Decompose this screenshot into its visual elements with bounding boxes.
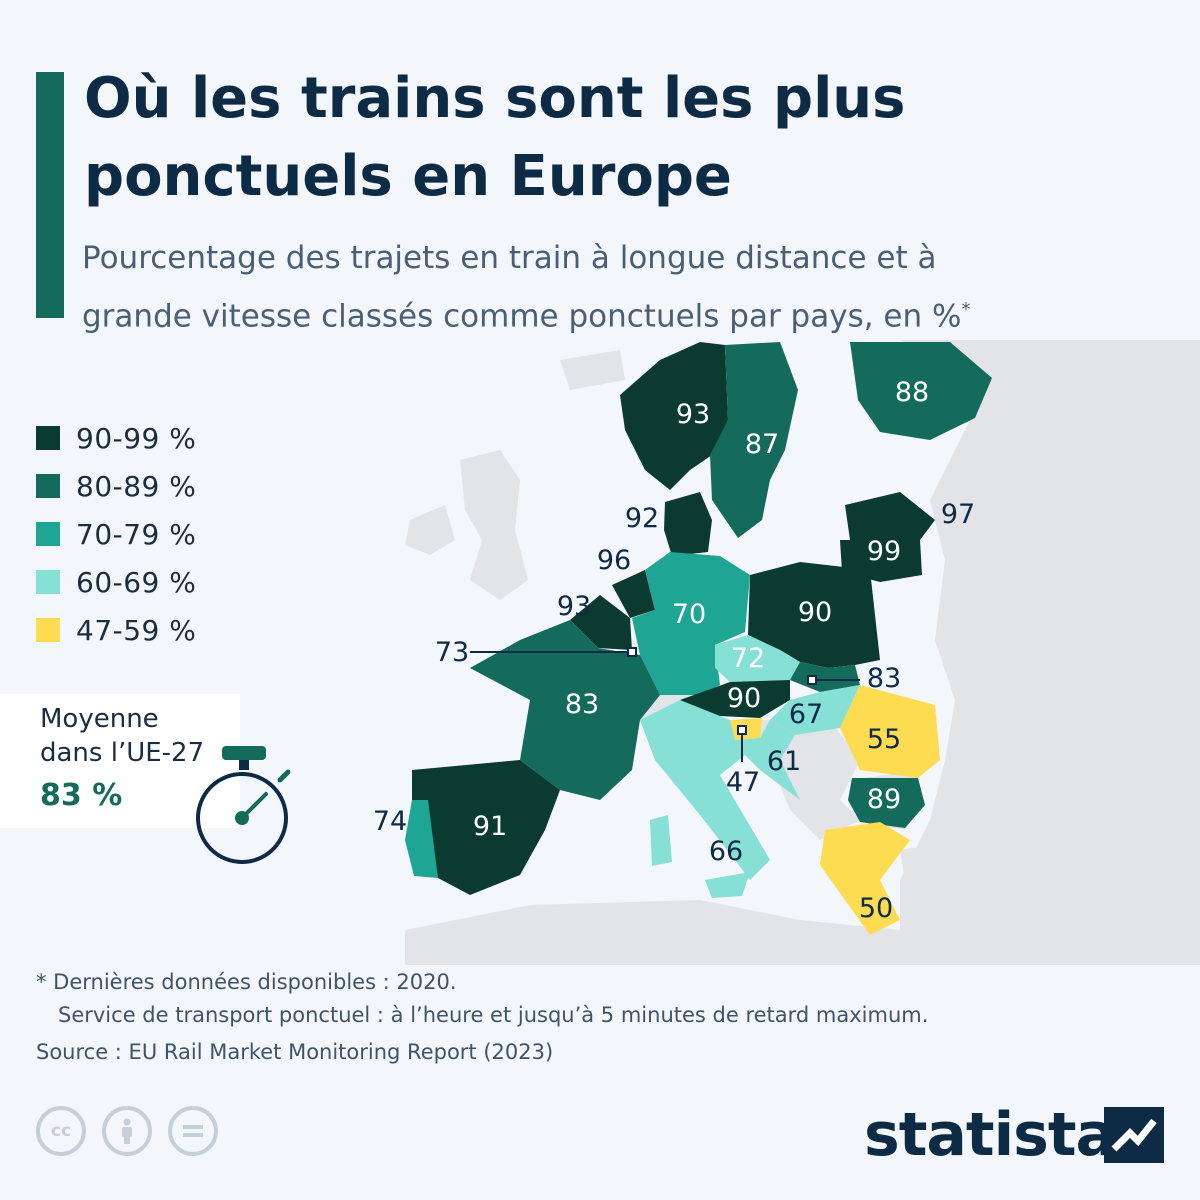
callout-lines	[470, 647, 860, 762]
italy-shape	[640, 700, 770, 880]
croatia-shape	[735, 720, 800, 800]
eu-average-label-line-1: Moyenne	[40, 704, 159, 734]
legend: 90-99 % 80-89 % 70-79 % 60-69 % 47-59 %	[36, 414, 196, 654]
legend-item-70-79: 70-79 %	[36, 510, 196, 558]
netherlands-shape	[612, 570, 655, 618]
sardinia-shape	[650, 815, 672, 866]
eu-average-label: Moyenne dans l’UE-27	[40, 702, 230, 770]
legend-label: 47-59 %	[76, 613, 197, 647]
stopwatch-icon	[196, 746, 291, 864]
subtitle-line-2: grande vitesse classés comme ponctuels p…	[82, 298, 962, 335]
legend-swatch	[36, 522, 60, 546]
title-accent-bar	[36, 72, 64, 318]
bulgaria-value: 89	[867, 784, 901, 815]
statista-logo-icon[interactable]	[1104, 1107, 1164, 1163]
value-labels: 93 87 88 92 97 99 96 93 73 70 90 72 83 9…	[373, 377, 975, 924]
greece-value: 50	[859, 893, 893, 924]
legend-swatch	[36, 426, 60, 450]
legend-label: 90-99 %	[76, 421, 197, 455]
denmark-shape	[664, 492, 712, 556]
legend-item-80-89: 80-89 %	[36, 462, 196, 510]
legend-label: 60-69 %	[76, 565, 197, 599]
subtitle-footnote-mark: *	[961, 299, 971, 320]
legend-item-60-69: 60-69 %	[36, 558, 196, 606]
belgium-value: 93	[557, 591, 591, 622]
eu-average-label-line-2: dans l’UE-27	[40, 738, 205, 768]
legend-label: 70-79 %	[76, 517, 197, 551]
legend-item-47-59: 47-59 %	[36, 606, 196, 654]
license-icons: cc	[36, 1106, 218, 1156]
spain-value: 91	[473, 811, 507, 842]
slovenia-value: 47	[726, 767, 760, 798]
france-shape	[470, 620, 660, 800]
subtitle-line-1: Pourcentage des trajets en train à longu…	[82, 240, 937, 276]
germany-value: 70	[672, 599, 706, 630]
portugal-shape	[405, 800, 438, 878]
legend-swatch	[36, 570, 60, 594]
sicily-shape	[705, 872, 750, 898]
finland-value: 88	[895, 377, 929, 408]
hungary-shape	[770, 685, 860, 735]
austria-value: 90	[727, 683, 761, 714]
footnote-definition: Service de transport ponctuel : à l’heur…	[58, 1003, 929, 1027]
country-shapes	[405, 342, 992, 935]
statista-logo-text[interactable]: statista	[864, 1100, 1116, 1170]
page-subtitle: Pourcentage des trajets en train à longu…	[82, 232, 1182, 342]
finland-shape	[850, 342, 992, 440]
spain-shape	[412, 760, 560, 895]
belgium-shape	[570, 595, 632, 650]
denmark-value: 92	[625, 503, 659, 534]
norway-shape	[620, 342, 728, 490]
latvia-value: 99	[867, 536, 901, 567]
romania-value: 55	[867, 724, 901, 755]
italy-value: 66	[709, 836, 743, 867]
title-line-1: Où les trains sont les plus	[84, 66, 906, 131]
footnote-data-year: * Dernières données disponibles : 2020.	[36, 970, 457, 994]
germany-shape	[632, 552, 750, 695]
poland-value: 90	[798, 597, 832, 628]
france-value: 83	[565, 689, 599, 720]
austria-shape	[680, 680, 790, 718]
source-note: Source : EU Rail Market Monitoring Repor…	[36, 1040, 554, 1064]
slovakia-value: 83	[867, 663, 901, 694]
legend-swatch	[36, 618, 60, 642]
page-title: Où les trains sont les plus ponctuels en…	[84, 60, 1084, 216]
legend-label: 80-89 %	[76, 469, 197, 503]
latvia-shape	[845, 492, 935, 540]
greece-shape	[820, 822, 910, 935]
no-derivatives-icon[interactable]	[168, 1106, 218, 1156]
romania-shape	[840, 685, 940, 778]
attribution-icon[interactable]	[102, 1106, 152, 1156]
netherlands-value: 96	[597, 545, 631, 576]
bulgaria-shape	[848, 778, 925, 828]
sweden-value: 87	[745, 429, 779, 460]
eu-average-value: 83 %	[40, 778, 123, 813]
czechia-shape	[715, 635, 800, 682]
portugal-value: 74	[373, 806, 407, 837]
lithuania-value: 97	[941, 499, 975, 530]
norway-value: 93	[676, 399, 710, 430]
czechia-value: 72	[731, 643, 765, 674]
legend-item-90-99: 90-99 %	[36, 414, 196, 462]
poland-shape	[748, 562, 880, 668]
title-line-2: ponctuels en Europe	[84, 144, 732, 209]
hungary-value: 67	[789, 699, 823, 730]
legend-swatch	[36, 474, 60, 498]
sweden-shape	[710, 342, 798, 538]
croatia-value: 61	[767, 746, 801, 777]
luxembourg-value: 73	[435, 637, 469, 668]
cc-icon[interactable]: cc	[36, 1106, 86, 1156]
